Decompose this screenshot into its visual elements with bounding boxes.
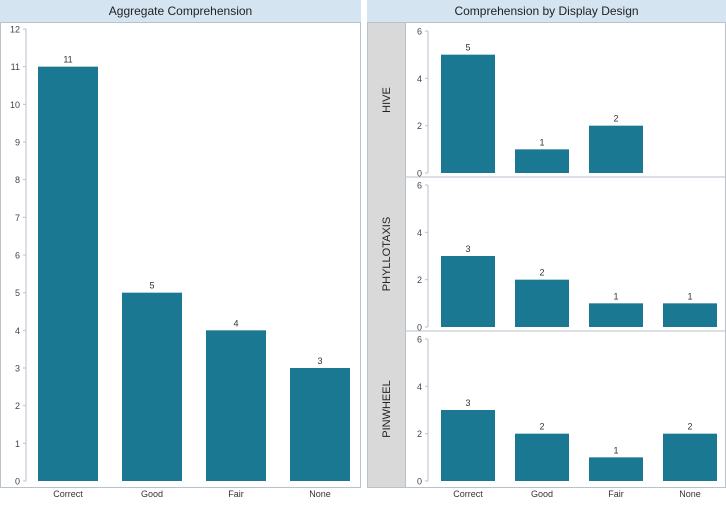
hive-y-tick-label: 6 (417, 27, 422, 37)
pinwheel-y-tick-label: 4 (417, 382, 422, 392)
hive-bar (589, 125, 643, 173)
phyllotaxis-y-tick-label: 2 (417, 275, 422, 285)
row-label-pinwheel: PINWHEEL (368, 331, 406, 487)
hive-data-label: 1 (539, 137, 544, 147)
pinwheel-bar (589, 457, 643, 481)
aggregate-y-tick-label: 5 (15, 288, 20, 298)
pinwheel-y-tick-label: 6 (417, 335, 422, 345)
aggregate-x-tick-label: None (309, 489, 331, 499)
aggregate-bar (38, 66, 98, 481)
aggregate-y-tick-label: 9 (15, 138, 20, 148)
phyllotaxis-bar (441, 256, 495, 327)
pinwheel-data-label: 1 (613, 445, 618, 455)
phyllotaxis-bar (663, 303, 717, 327)
phyllotaxis-y-tick-label: 4 (417, 228, 422, 238)
aggregate-x-tick-label: Fair (228, 489, 244, 499)
phyllotaxis-data-label: 1 (613, 291, 618, 301)
aggregate-data-label: 3 (317, 356, 322, 366)
aggregate-y-tick-label: 8 (15, 175, 20, 185)
right-panel-title: Comprehension by Display Design (367, 0, 726, 22)
aggregate-y-tick-label: 10 (10, 100, 20, 110)
phyllotaxis-y-tick-label: 6 (417, 181, 422, 191)
row-label-hive-text: HIVE (380, 87, 393, 113)
aggregate-y-tick-label: 12 (10, 25, 20, 35)
aggregate-data-label: 11 (63, 55, 72, 65)
by-design-chart: 0 2 4 6 5 1 2 0 2 4 6 3 2 1 1 0 2 4 6 3 Correct 2 Good 1 Fair 2 No… (406, 27, 726, 499)
aggregate-y-tick-label: 7 (15, 213, 20, 223)
pinwheel-bar (663, 433, 717, 481)
row-label-phyllotaxis: PHYLLOTAXIS (368, 177, 406, 331)
phyllotaxis-data-label: 1 (687, 291, 692, 301)
phyllotaxis-bar (589, 303, 643, 327)
pinwheel-x-tick-label: Fair (608, 489, 624, 499)
phyllotaxis-bar (515, 279, 569, 327)
aggregate-x-tick-label: Correct (53, 489, 83, 499)
row-label-hive: HIVE (368, 23, 406, 177)
phyllotaxis-data-label: 2 (539, 268, 544, 278)
hive-y-tick-label: 4 (417, 74, 422, 84)
aggregate-y-tick-label: 11 (11, 62, 20, 72)
hive-bar (515, 149, 569, 173)
aggregate-y-tick-label: 6 (15, 251, 20, 261)
row-label-phyllotaxis-text: PHYLLOTAXIS (380, 216, 393, 292)
pinwheel-x-tick-label: None (679, 489, 701, 499)
hive-data-label: 2 (613, 114, 618, 124)
pinwheel-data-label: 3 (465, 398, 470, 408)
aggregate-bar (206, 330, 266, 481)
hive-y-tick-label: 2 (417, 121, 422, 131)
aggregate-y-tick-label: 0 (15, 477, 20, 487)
pinwheel-x-tick-label: Good (531, 489, 553, 499)
pinwheel-y-tick-label: 2 (417, 429, 422, 439)
phyllotaxis-data-label: 3 (465, 244, 470, 254)
aggregate-data-label: 5 (149, 281, 154, 291)
phyllotaxis-y-tick-label: 0 (417, 323, 422, 333)
row-label-pinwheel-text: PINWHEEL (380, 380, 393, 438)
hive-data-label: 5 (465, 43, 470, 53)
aggregate-y-tick-label: 2 (15, 401, 20, 411)
aggregate-bar (290, 368, 350, 481)
pinwheel-data-label: 2 (687, 422, 692, 432)
aggregate-y-tick-label: 4 (15, 326, 20, 336)
aggregate-bar (122, 292, 182, 481)
pinwheel-bar (515, 433, 569, 481)
hive-y-tick-label: 0 (417, 169, 422, 179)
pinwheel-y-tick-label: 0 (417, 477, 422, 487)
hive-bar (441, 54, 495, 173)
pinwheel-bar (441, 410, 495, 481)
aggregate-x-tick-label: Good (141, 489, 163, 499)
left-panel-title: Aggregate Comprehension (0, 0, 361, 22)
aggregate-data-label: 4 (233, 318, 238, 328)
pinwheel-x-tick-label: Correct (453, 489, 483, 499)
pinwheel-data-label: 2 (539, 422, 544, 432)
aggregate-y-tick-label: 3 (15, 364, 20, 374)
aggregate-y-tick-label: 1 (15, 439, 20, 449)
